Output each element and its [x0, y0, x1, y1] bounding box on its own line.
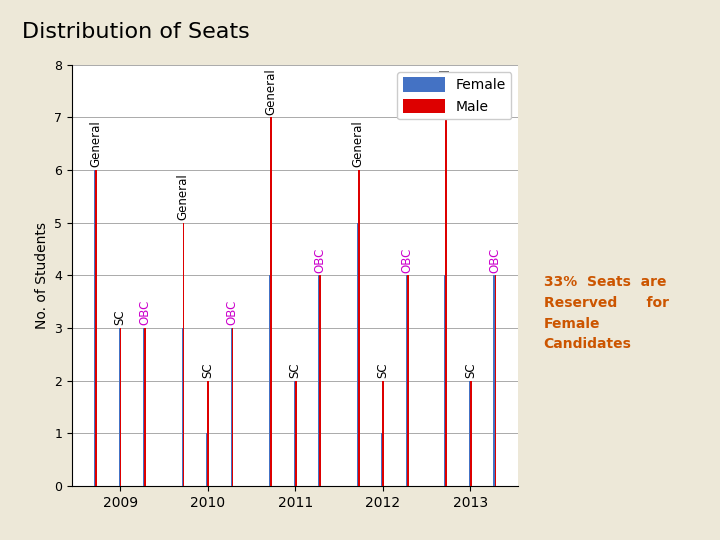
Bar [358, 170, 359, 486]
Bar [446, 117, 447, 486]
Text: OBC: OBC [313, 247, 326, 273]
Y-axis label: No. of Students: No. of Students [35, 222, 49, 329]
Bar [357, 222, 359, 486]
Text: SC: SC [464, 362, 477, 378]
Bar [469, 381, 471, 486]
Text: SC: SC [377, 362, 390, 378]
Bar [269, 275, 271, 486]
Bar [94, 170, 96, 486]
Text: OBC: OBC [488, 247, 501, 273]
Bar [294, 381, 295, 486]
Bar [318, 275, 320, 486]
Bar [470, 381, 472, 486]
Text: General: General [89, 121, 102, 167]
Legend: Female, Male: Female, Male [397, 72, 511, 119]
Bar [120, 328, 122, 486]
Bar [182, 328, 184, 486]
Text: SC: SC [201, 362, 214, 378]
Bar [119, 328, 120, 486]
Text: OBC: OBC [225, 300, 238, 326]
Bar [382, 381, 384, 486]
Text: Distribution of Seats: Distribution of Seats [22, 22, 249, 42]
Bar [495, 275, 496, 486]
Bar [207, 433, 208, 486]
Bar [143, 328, 145, 486]
Text: SC: SC [114, 310, 127, 326]
Bar [406, 275, 408, 486]
Bar [444, 275, 446, 486]
Bar [271, 117, 272, 486]
Bar [382, 433, 383, 486]
Bar [207, 381, 209, 486]
Text: General: General [176, 173, 189, 220]
Bar [231, 328, 233, 486]
Text: General: General [264, 68, 277, 115]
Bar [407, 275, 408, 486]
Bar [232, 328, 233, 486]
Bar [295, 381, 297, 486]
Bar [320, 275, 321, 486]
Text: OBC: OBC [401, 247, 414, 273]
Text: General: General [352, 121, 365, 167]
Text: General: General [439, 68, 452, 115]
Text: OBC: OBC [138, 300, 151, 326]
Bar [493, 275, 495, 486]
Text: SC: SC [289, 362, 302, 378]
Bar [183, 222, 184, 486]
Text: 33%  Seats  are
Reserved      for
Female
Candidates: 33% Seats are Reserved for Female Candid… [544, 275, 669, 351]
Bar [145, 328, 146, 486]
Bar [95, 170, 97, 486]
